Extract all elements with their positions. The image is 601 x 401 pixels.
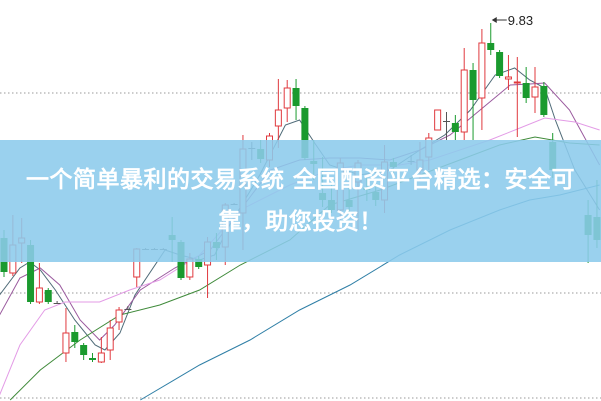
candle <box>89 353 96 362</box>
candle-body <box>62 332 70 354</box>
candle-body <box>283 87 291 109</box>
candle-body <box>274 109 282 127</box>
candle-body <box>106 327 114 351</box>
candle-body <box>27 245 35 302</box>
candle-body <box>522 83 530 98</box>
candle <box>62 308 70 362</box>
candle-body <box>513 81 521 84</box>
candle-body <box>531 86 539 98</box>
candle <box>97 337 105 363</box>
candle <box>460 48 468 140</box>
candle-body <box>115 309 123 323</box>
candle-body <box>451 123 459 132</box>
title-banner: 一个简单暴利的交易系统 全国配资平台精选：安全可靠，助您投资！ <box>0 140 601 262</box>
candle <box>540 82 548 117</box>
candle <box>443 112 450 140</box>
candle <box>115 307 123 330</box>
candle <box>531 67 539 113</box>
candle <box>80 343 88 360</box>
candle-body <box>478 42 486 99</box>
candle-body <box>195 259 203 267</box>
arrow-icon <box>491 17 497 23</box>
candle <box>434 109 442 131</box>
annotation-label: 9.83 <box>508 13 533 28</box>
candle-body <box>504 76 512 80</box>
candle <box>451 115 459 140</box>
candle-body <box>35 287 43 303</box>
candle <box>513 57 521 137</box>
candle <box>522 67 530 103</box>
high-annotation: 9.83 <box>491 13 533 28</box>
candle <box>44 288 52 304</box>
candle <box>496 50 504 78</box>
candle-body <box>469 70 477 100</box>
candle-body <box>434 109 442 131</box>
candle-body <box>44 290 52 302</box>
candle <box>35 263 43 304</box>
candle-body <box>487 43 495 50</box>
candle-body <box>89 358 96 360</box>
candle <box>469 63 477 140</box>
candle <box>292 79 300 120</box>
candle-body <box>301 108 309 158</box>
candle <box>124 306 132 310</box>
candle-body <box>97 352 105 363</box>
candle <box>71 325 79 348</box>
candle-body <box>71 332 79 342</box>
candle-body <box>443 121 450 122</box>
candle <box>504 55 512 90</box>
candle <box>487 23 495 55</box>
candle-body <box>292 88 300 106</box>
candle-body <box>80 345 88 355</box>
banner-title: 一个简单暴利的交易系统 全国配资平台精选：安全可靠，助您投资！ <box>25 167 575 235</box>
candle-body <box>540 86 548 115</box>
candle-body <box>496 52 504 76</box>
candle <box>283 80 291 122</box>
candle <box>106 320 114 360</box>
candle-body <box>460 69 468 133</box>
candle <box>53 301 61 304</box>
candle <box>478 29 486 130</box>
candle-body <box>124 309 132 310</box>
candle <box>274 79 282 148</box>
candle-body <box>53 303 61 304</box>
